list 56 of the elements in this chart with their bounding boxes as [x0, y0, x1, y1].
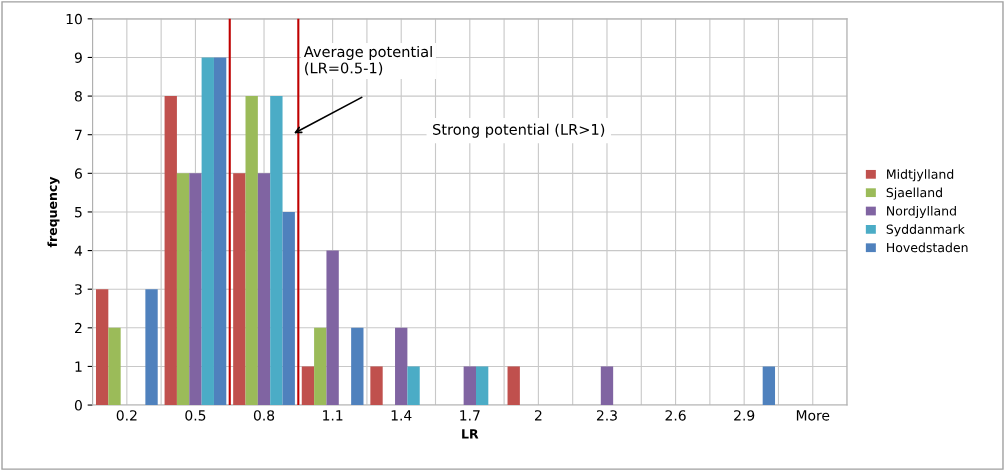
legend-label: Nordjylland	[887, 205, 956, 218]
legend-label: Syddanmark	[886, 224, 965, 237]
bar	[507, 366, 520, 406]
bar	[395, 327, 408, 406]
y-tick-label: 10	[66, 13, 82, 25]
x-tick-label: 0.8	[253, 410, 275, 421]
bar	[370, 366, 383, 406]
x-tick-label: 1.1	[323, 410, 343, 421]
x-tick-label: 1.4	[391, 410, 412, 421]
bar	[762, 366, 776, 406]
y-tick-label: 6	[74, 168, 82, 179]
bar	[233, 173, 246, 406]
bar	[176, 173, 190, 406]
bar	[213, 57, 227, 406]
x-tick-label: 0.5	[185, 410, 206, 421]
y-tick-label: 4	[74, 245, 83, 256]
y-tick-label: 2	[75, 322, 82, 334]
x-tick-label: 2	[534, 410, 542, 421]
bar	[108, 327, 121, 406]
bar	[270, 96, 283, 406]
y-tick-label: 3	[75, 284, 82, 295]
bar	[326, 250, 339, 406]
x-axis-title: LR	[462, 429, 479, 439]
bar	[407, 366, 420, 406]
legend-label: Midtjylland	[887, 169, 954, 182]
y-tick-label: 8	[74, 91, 82, 102]
y-tick-label: 5	[75, 207, 82, 218]
bar	[189, 173, 202, 406]
legend-label: Sjaelland	[886, 187, 942, 200]
y-tick-label: 1	[75, 361, 82, 372]
bar	[164, 96, 177, 406]
x-tick-label: More	[796, 410, 830, 421]
bar	[351, 327, 364, 406]
bar	[145, 289, 158, 406]
x-tick-label: 1.7	[460, 410, 480, 421]
bar	[245, 96, 258, 406]
y-tick-label: 0	[74, 400, 82, 411]
bar	[257, 173, 271, 406]
bar	[301, 366, 315, 406]
annotation: Average potential (LR=0.5-1)	[303, 45, 432, 76]
x-tick-label: 0.2	[116, 410, 137, 421]
annotation: Strong potential (LR>1)	[433, 123, 605, 138]
bar	[95, 289, 109, 406]
bar	[282, 211, 295, 406]
y-axis-title: frequency	[47, 176, 60, 248]
bar	[600, 366, 614, 406]
bar	[475, 366, 489, 406]
x-tick-label: 2.3	[596, 410, 617, 421]
bar	[463, 366, 476, 406]
x-tick-label: 2.9	[734, 410, 755, 421]
x-tick-label: 2.6	[665, 410, 686, 421]
bar	[201, 57, 214, 406]
bar	[314, 327, 327, 406]
y-tick-label: 9	[74, 52, 82, 63]
legend-label: Hovedstaden	[887, 242, 968, 253]
y-tick-label: 7	[75, 129, 82, 140]
